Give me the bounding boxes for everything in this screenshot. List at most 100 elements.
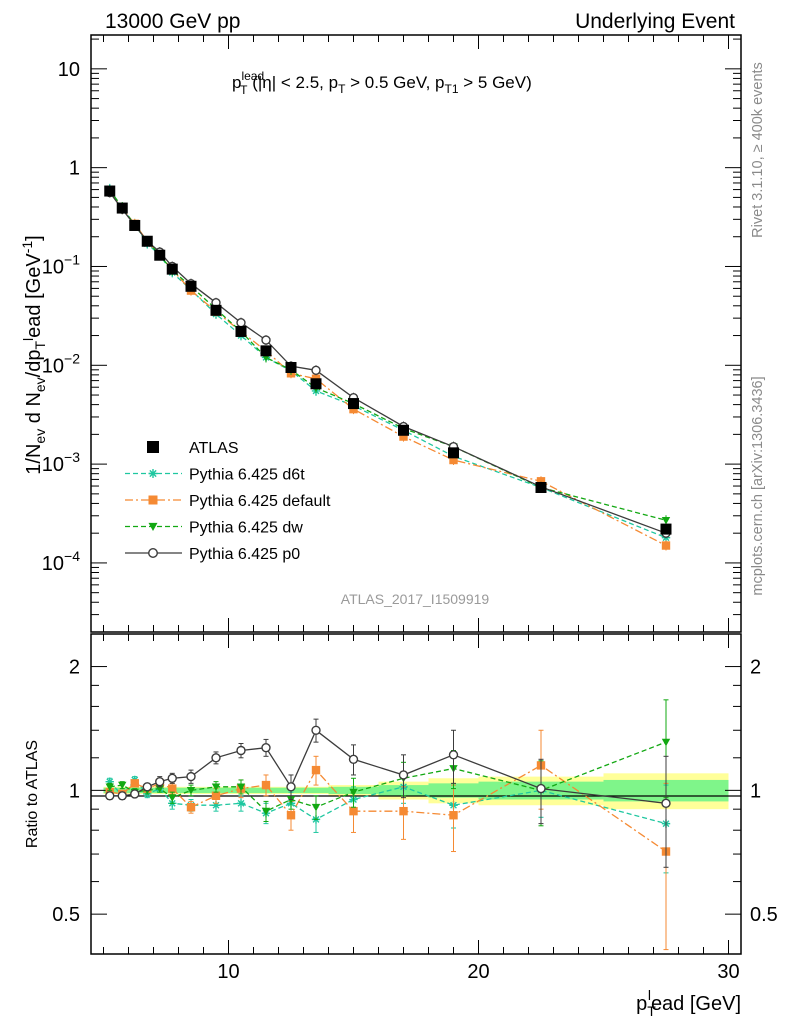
ratio-point-p0 [130, 789, 140, 799]
watermark-label: ATLAS_2017_I1509919 [341, 591, 490, 607]
data-point-atlas [348, 398, 359, 410]
ratio-point-default [399, 806, 408, 816]
ratio-tick-labels: 0.5 0.5 1 1 2 2 10 20 30 [52, 657, 778, 983]
data-point-atlas [235, 325, 247, 337]
ratio-point-default [168, 784, 177, 793]
ratio-y-tick-label-right: 0.5 [750, 904, 778, 926]
ratio-point-default [286, 811, 296, 820]
ratio-point-p0 [167, 773, 177, 783]
ratio-y-tick-label: 1 [69, 780, 80, 802]
ratio-point-default [261, 780, 271, 790]
data-point-atlas [398, 424, 409, 436]
data-point-default [661, 541, 671, 550]
legend-item-dw: Pythia 6.425 dw [125, 520, 303, 537]
ratio-point-d6t [105, 777, 114, 786]
ratio-point-dw [168, 794, 177, 802]
ratio-point-p0 [536, 783, 546, 794]
ratio-series-default [105, 729, 671, 951]
ratio-point-default [186, 802, 196, 812]
data-point-dw [661, 516, 671, 525]
x-tick-label: 20 [467, 961, 489, 983]
data-point-atlas [310, 378, 322, 390]
data-point-atlas [104, 185, 116, 197]
legend-item-atlas: ATLAS [147, 440, 239, 457]
ratio-point-default [311, 765, 321, 775]
main-panel-frame [90, 34, 742, 633]
legend-label: ATLAS [189, 440, 239, 457]
data-point-atlas [129, 219, 141, 231]
data-point-atlas [185, 280, 197, 292]
ratio-point-p0 [348, 754, 359, 764]
data-point-default [349, 404, 358, 414]
data-point-atlas [210, 304, 222, 316]
data-point-atlas [116, 202, 128, 214]
main-series-layer [104, 183, 672, 551]
series-atlas [104, 185, 672, 535]
data-point-atlas [166, 263, 178, 275]
ratio-point-p0 [661, 798, 671, 809]
ratio-axis-ticks [91, 634, 741, 955]
mcplots-label: mcplots.cern.ch [arXiv:1306.3436] [750, 376, 766, 595]
ratio-point-p0 [261, 742, 271, 753]
ratio-point-p0 [186, 771, 196, 782]
data-point-default [399, 432, 408, 441]
ratio-point-p0 [311, 725, 321, 735]
main-y-tick-label: 10−1 [42, 251, 80, 278]
ratio-point-p0 [142, 782, 152, 792]
main-y-label: 1/Nev d Nev/dpTlead [GeV-1] [19, 235, 48, 474]
ratio-y-label: Ratio to ATLAS [24, 740, 41, 848]
main-y-tick-label: 10−4 [42, 548, 80, 575]
ratio-y-tick-label-right: 2 [750, 657, 761, 679]
main-axis-ticks [91, 35, 741, 633]
legend-label: Pythia 6.425 default [189, 493, 331, 510]
series-line-d6t [109, 188, 667, 539]
data-point-default [449, 455, 458, 465]
ratio-point-default [211, 791, 221, 800]
legend: ATLAS Pythia 6.425 d6t Pythia 6.425 defaul… [125, 440, 331, 563]
ratio-point-p0 [236, 745, 246, 756]
main-panel: 10−4 10−3 10−2 10−1 1 10 plead T (|η| < 2.5, p… [19, 34, 742, 633]
legend-label: Pythia 6.425 p0 [189, 546, 300, 563]
legend-label: Pythia 6.425 dw [189, 520, 303, 537]
header-left: 13000 GeV pp [105, 10, 240, 33]
ratio-point-dw [236, 783, 246, 792]
ratio-point-p0 [105, 791, 115, 801]
data-point-atlas [154, 249, 166, 261]
data-point-atlas [141, 235, 153, 247]
ratio-point-d6t [236, 799, 246, 808]
ratio-point-dw [311, 803, 321, 812]
ratio-point-dw [118, 781, 127, 790]
main-y-tick-label: 10 [58, 59, 80, 81]
ratio-y-tick-label-right: 1 [750, 780, 761, 802]
x-axis-label: pTlead [GeV] [636, 987, 741, 1019]
ratio-point-p0 [155, 776, 165, 787]
data-point-p0 [311, 365, 321, 375]
ratio-point-d6t [211, 801, 221, 810]
rivet-label: Rivet 3.1.10, ≥ 400k events [750, 62, 766, 238]
main-y-tick-labels: 10−4 10−3 10−2 10−1 1 10 [42, 59, 80, 575]
ratio-point-p0 [398, 770, 409, 780]
x-tick-label: 10 [217, 961, 239, 983]
data-point-atlas [448, 447, 459, 459]
main-y-tick-label: 10−2 [42, 350, 80, 377]
ratio-series-p0 [105, 718, 671, 868]
main-y-tick-label: 1 [69, 158, 80, 180]
legend-marker [148, 495, 158, 505]
legend-item-d6t: Pythia 6.425 d6t [125, 467, 305, 484]
ratio-point-p0 [117, 791, 127, 801]
ratio-point-dw [349, 788, 358, 797]
main-y-tick-label: 10−3 [42, 449, 80, 476]
data-point-atlas [660, 523, 672, 535]
legend-marker [147, 441, 159, 453]
data-point-p0 [261, 335, 271, 345]
ratio-series-layer [105, 699, 671, 951]
ratio-point-default [130, 779, 139, 788]
ratio-point-dw [105, 783, 114, 792]
ratio-panel-frame [90, 633, 742, 955]
ratio-point-default [449, 811, 458, 820]
ratio-point-dw [211, 783, 221, 792]
ratio-point-p0 [448, 750, 459, 760]
ratio-point-default [349, 806, 358, 816]
data-point-atlas [260, 345, 272, 357]
